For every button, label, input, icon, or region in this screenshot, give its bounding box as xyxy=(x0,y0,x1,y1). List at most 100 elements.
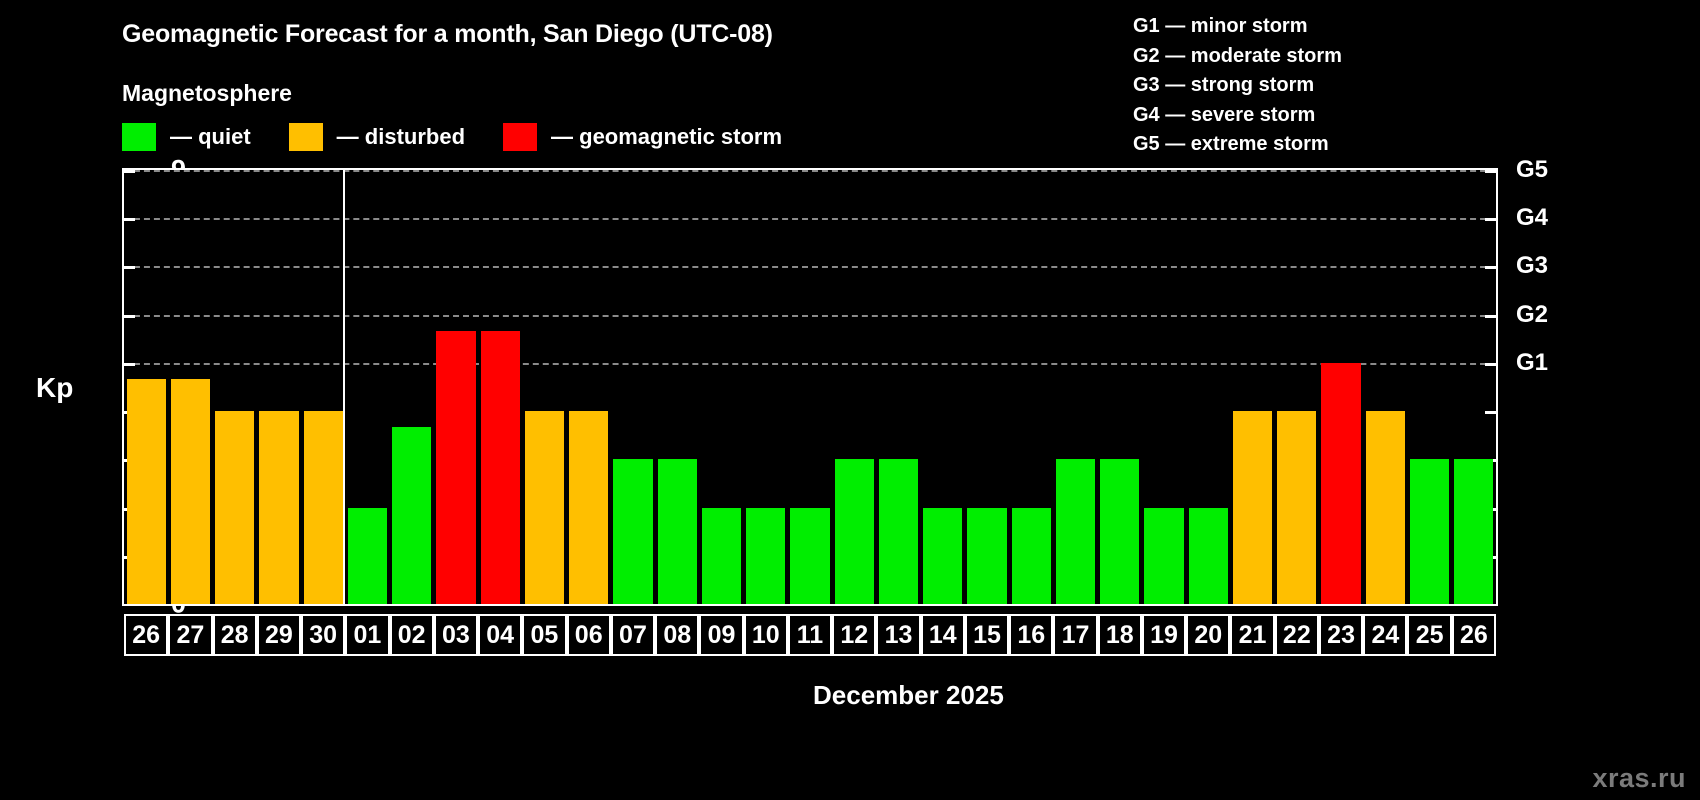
legend-label: — quiet xyxy=(170,124,251,149)
bar-day-21 xyxy=(1232,411,1273,604)
g-scale-legend: G1 — minor storm G2 — moderate storm G3 — … xyxy=(1133,12,1342,160)
date-label-11: 11 xyxy=(787,614,833,656)
bar-day-05 xyxy=(524,411,565,604)
y-tick-right-8 xyxy=(1485,218,1496,222)
g-legend-row-2: G2 — moderate storm xyxy=(1133,44,1342,67)
date-label-05: 05 xyxy=(522,614,567,656)
date-label-30: 30 xyxy=(301,614,346,656)
bar-day-15 xyxy=(967,507,1007,604)
y-tick-6 xyxy=(124,314,135,318)
green-square-icon xyxy=(122,123,156,151)
g-axis-tick-label-G1: G1 xyxy=(1516,348,1549,376)
bar-day-06 xyxy=(569,411,609,604)
legend-item-disturbed: — disturbed xyxy=(288,123,503,151)
forecast-divider-line xyxy=(343,170,346,604)
date-label-19: 19 xyxy=(1141,614,1187,656)
gridline-kp-5 xyxy=(124,362,1496,365)
date-axis: 26 27 28 29 30 01 02 03 04 05 06 07 08 09 10 11 12 13 14 15… xyxy=(122,614,1498,656)
date-label-13: 13 xyxy=(876,614,921,656)
bar-day-04 xyxy=(480,330,520,604)
g-legend-row-4: G4 — severe storm xyxy=(1133,103,1316,126)
bar-day-07 xyxy=(613,459,653,604)
bar-day-24 xyxy=(1365,411,1405,604)
gridline-kp-9 xyxy=(124,170,1496,172)
y-tick-right-5 xyxy=(1485,362,1496,366)
bar-day-14 xyxy=(923,507,963,604)
bar-day-17 xyxy=(1055,459,1096,604)
g-axis-tick-label-G4: G4 xyxy=(1516,204,1549,232)
date-label-16: 16 xyxy=(1009,614,1054,656)
bar-day-25 xyxy=(1409,459,1450,604)
date-label-02: 02 xyxy=(389,614,434,656)
bars-container xyxy=(124,170,1496,604)
bar-day-11 xyxy=(790,507,830,604)
bar-day-26 xyxy=(1454,459,1494,604)
date-label-28: 28 xyxy=(212,614,257,656)
g-axis-tick-label-G2: G2 xyxy=(1516,300,1549,328)
y-tick-9 xyxy=(124,170,135,173)
bar-day-19 xyxy=(1144,507,1184,604)
bar-day-13 xyxy=(878,459,919,604)
bar-day-12 xyxy=(834,459,874,604)
date-label-23: 23 xyxy=(1318,614,1364,656)
page-title: Geomagnetic Forecast for a month, San Di… xyxy=(122,20,773,48)
date-label-07: 07 xyxy=(610,614,656,656)
y-tick-right-6 xyxy=(1485,314,1496,318)
y-tick-right-4 xyxy=(1485,411,1496,415)
plot-area xyxy=(122,168,1498,606)
bar-day-18 xyxy=(1100,459,1140,604)
date-label-26: 26 xyxy=(1451,614,1496,656)
date-label-29: 29 xyxy=(256,614,302,656)
bar-day-10 xyxy=(746,507,786,604)
date-label-17: 17 xyxy=(1053,614,1098,656)
date-label-22: 22 xyxy=(1274,614,1319,656)
watermark: xras.ru xyxy=(1592,763,1686,793)
bar-day-26 xyxy=(126,378,166,604)
bar-day-23 xyxy=(1321,362,1361,604)
bar-day-30 xyxy=(303,411,343,604)
red-square-icon xyxy=(503,123,538,151)
date-label-06: 06 xyxy=(566,614,611,656)
y-axis-label: Kp xyxy=(36,372,74,403)
gridline-kp-6 xyxy=(124,314,1496,317)
g-legend-row-5: G5 — extreme storm xyxy=(1133,133,1329,155)
bar-day-20 xyxy=(1188,507,1228,604)
date-label-03: 03 xyxy=(433,614,479,656)
orange-square-icon xyxy=(288,123,323,151)
date-label-09: 09 xyxy=(699,614,744,656)
bar-day-03 xyxy=(436,330,476,604)
bar-day-22 xyxy=(1277,411,1317,604)
g-axis-tick-label-G5: G5 xyxy=(1516,156,1549,183)
date-label-08: 08 xyxy=(655,614,700,656)
date-label-15: 15 xyxy=(964,614,1010,656)
date-label-14: 14 xyxy=(920,614,965,656)
legend: — quiet — disturbed — geomagnetic storm xyxy=(122,123,820,151)
date-label-25: 25 xyxy=(1407,614,1452,656)
x-axis-label: December 2025 xyxy=(813,680,1004,710)
magnetosphere-label: Magnetosphere xyxy=(122,80,292,106)
bar-day-27 xyxy=(170,378,210,604)
legend-label: — disturbed xyxy=(336,124,466,149)
bar-day-08 xyxy=(657,459,697,604)
date-label-21: 21 xyxy=(1230,614,1275,656)
plot-inner xyxy=(124,170,1496,604)
date-label-24: 24 xyxy=(1363,614,1408,656)
date-label-01: 01 xyxy=(345,614,390,656)
bar-day-28 xyxy=(215,411,255,604)
y-tick-7 xyxy=(124,266,135,270)
y-tick-8 xyxy=(124,218,135,222)
y-tick-right-7 xyxy=(1485,266,1496,270)
bar-day-02 xyxy=(392,427,432,604)
date-label-26: 26 xyxy=(124,614,169,656)
g-legend-row-3: G3 — strong storm xyxy=(1133,74,1315,96)
g-axis-tick-label-G3: G3 xyxy=(1516,252,1549,280)
y-tick-5 xyxy=(124,362,135,366)
gridline-kp-7 xyxy=(124,266,1496,269)
date-label-18: 18 xyxy=(1097,614,1142,656)
bar-day-09 xyxy=(701,507,742,604)
legend-item-geomagneticstorm: — geomagnetic storm xyxy=(503,123,820,151)
date-label-12: 12 xyxy=(832,614,877,656)
legend-label: — geomagnetic storm xyxy=(551,124,783,149)
date-label-27: 27 xyxy=(168,614,213,656)
date-label-20: 20 xyxy=(1186,614,1231,656)
